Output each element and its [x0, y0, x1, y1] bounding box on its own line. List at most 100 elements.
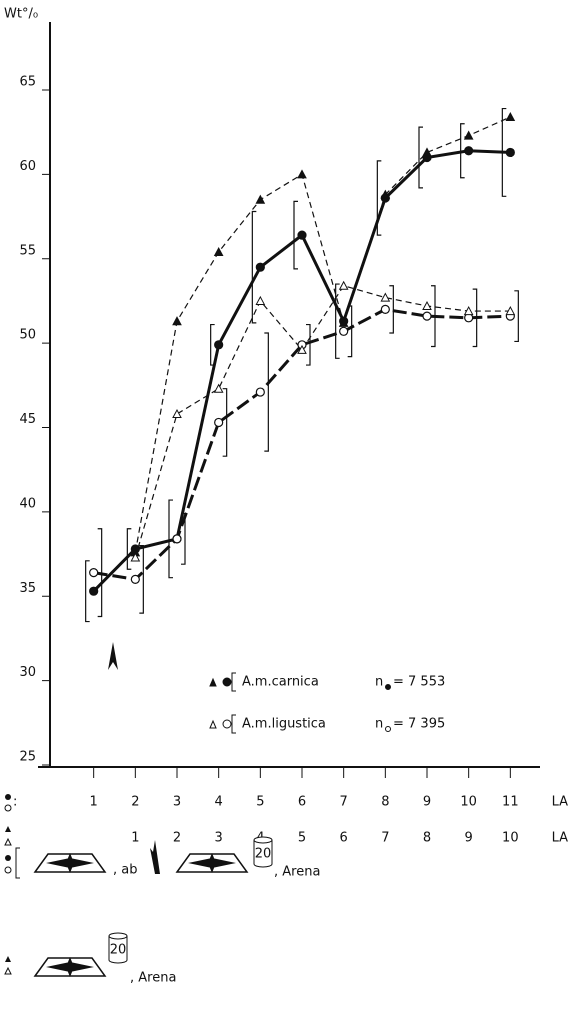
- error-bar: [335, 283, 340, 359]
- annotation: , ab: [113, 863, 137, 878]
- platform-star: [46, 957, 94, 977]
- x-tick-label-2: 2: [173, 831, 181, 846]
- error-bar: [347, 305, 353, 358]
- error-bar: [210, 323, 215, 366]
- cylinder-label: 20: [110, 943, 127, 958]
- error-bar: [293, 200, 298, 270]
- row-symbol: [5, 855, 11, 861]
- marker: [214, 340, 224, 350]
- error-bar: [472, 288, 478, 348]
- error-bar: [126, 528, 132, 570]
- error-bar: [501, 107, 507, 197]
- marker: [130, 574, 140, 584]
- marker: [464, 146, 474, 156]
- marker: [172, 534, 182, 544]
- error-bar: [389, 285, 394, 334]
- marker: [297, 344, 307, 354]
- error-bar: [306, 323, 311, 366]
- x-tick-label-2: 6: [340, 831, 348, 846]
- error-bar: [97, 528, 103, 618]
- y-tick-label: 55: [19, 243, 36, 258]
- marker: [463, 306, 474, 316]
- x-tick-label: 1: [90, 795, 98, 810]
- legend-n-symbol: [385, 726, 391, 732]
- x-tick-label-2: 10: [502, 831, 519, 846]
- x-tick-label: 8: [381, 795, 389, 810]
- error-bar: [460, 123, 465, 179]
- y-tick-label: 40: [19, 496, 36, 511]
- error-bar: [431, 285, 436, 348]
- marker: [422, 147, 432, 157]
- marker: [505, 147, 515, 158]
- legend-symbol: [209, 719, 217, 729]
- marker: [89, 586, 99, 596]
- annotation: , Arena: [130, 971, 176, 986]
- x-tick-label: 10: [460, 795, 477, 810]
- marker: [380, 304, 390, 314]
- error-bar: [181, 512, 186, 565]
- platform-star: [46, 853, 94, 873]
- error-bar: [376, 160, 382, 236]
- error-bar: [222, 388, 228, 457]
- legend-symbol: [222, 677, 232, 687]
- legend-n: = 7 553: [393, 675, 445, 690]
- marker: [130, 552, 141, 562]
- legend-symbol: [222, 719, 232, 729]
- error-bar: [514, 290, 519, 343]
- series-line: [92, 149, 511, 593]
- y-tick-label: 25: [19, 750, 36, 765]
- marker: [505, 306, 516, 316]
- series-line: [134, 285, 511, 558]
- row-symbol: [4, 866, 12, 874]
- marker: [213, 383, 224, 393]
- marker: [422, 311, 432, 321]
- y-tick-label: 45: [19, 412, 36, 427]
- legend-n: = 7 395: [393, 717, 445, 732]
- x-tick-label-2: 7: [381, 831, 389, 846]
- series-line: [134, 116, 511, 553]
- marker: [339, 326, 349, 336]
- legend-label: A.m.carnica: [242, 675, 319, 690]
- annotation: , Arena: [274, 865, 320, 880]
- x-tick-label: 11: [502, 795, 519, 810]
- x-tick-label: 7: [340, 795, 348, 810]
- error-bar: [418, 126, 423, 189]
- x-tick-label: 4: [215, 795, 223, 810]
- legend-n-symbol: [385, 684, 391, 690]
- cylinder: [253, 836, 273, 868]
- marker: [172, 408, 182, 418]
- marker: [172, 316, 182, 326]
- error-bar: [251, 210, 257, 324]
- legend-bracket: [231, 672, 236, 692]
- x-unit-label: LA: [552, 795, 569, 810]
- series-line: [93, 307, 511, 581]
- legend-n-prefix: n: [375, 717, 383, 732]
- x-tick-label: 5: [256, 795, 264, 810]
- svg-text::: :: [13, 795, 17, 810]
- x-tick-label: 6: [298, 795, 306, 810]
- marker: [505, 111, 516, 121]
- y-tick-label: 65: [19, 75, 36, 90]
- marker: [89, 568, 99, 578]
- row-symbol: [5, 956, 11, 962]
- x-tick-label: 2: [131, 795, 139, 810]
- error-bar: [264, 332, 269, 452]
- row-symbols: :: [4, 794, 17, 846]
- marker: [214, 417, 224, 428]
- x-tick-label-2: 9: [465, 831, 473, 846]
- y-tick-label: 60: [19, 159, 36, 174]
- legend-bracket: [231, 714, 236, 734]
- marker: [297, 169, 307, 179]
- y-tick-label: 35: [19, 581, 36, 596]
- arrow-marker: [108, 642, 118, 670]
- error-bar: [168, 499, 173, 579]
- marker: [255, 194, 266, 204]
- marker: [380, 292, 391, 302]
- marker: [463, 130, 474, 140]
- error-bar: [139, 545, 144, 614]
- arrow-marker: [150, 840, 160, 874]
- marker: [255, 295, 266, 305]
- legend-n-prefix: n: [375, 675, 383, 690]
- legend-symbol: [209, 677, 217, 687]
